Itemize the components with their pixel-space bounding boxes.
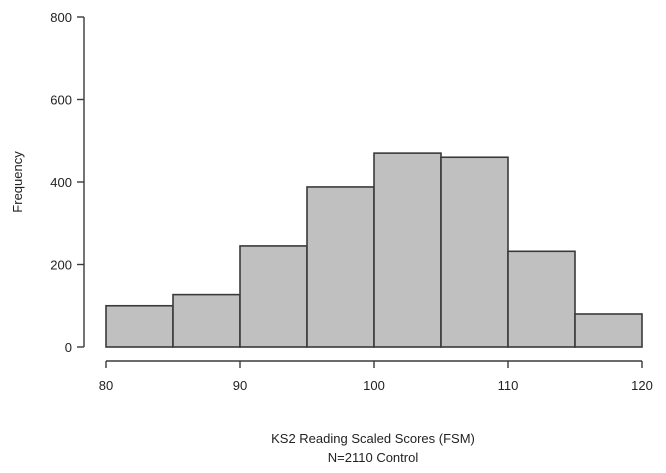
bar-105-110	[440, 156, 509, 348]
bar-115-120	[574, 313, 643, 348]
bar-90-95	[239, 245, 308, 348]
y-tick-label-400: 400	[50, 175, 72, 190]
x-tick-label-110: 110	[498, 378, 519, 393]
y-tick-label-200: 200	[50, 258, 72, 273]
y-tick-label-600: 600	[50, 93, 72, 108]
y-axis: 0 200 400 600 800	[50, 10, 85, 355]
bar-85-90	[172, 293, 241, 348]
bars-group	[105, 152, 643, 348]
bar-110-115	[507, 250, 576, 348]
y-axis-title: Frequency	[10, 151, 25, 213]
x-tick-label-90: 90	[233, 378, 247, 393]
x-tick-label-80: 80	[99, 378, 113, 393]
y-tick-label-800: 800	[50, 10, 72, 25]
x-axis-title: KS2 Reading Scaled Scores (FSM)	[271, 431, 475, 446]
y-tick-label-0: 0	[65, 340, 72, 355]
x-tick-label-120: 120	[631, 378, 653, 393]
x-tick-label-100: 100	[363, 378, 385, 393]
x-axis: 80 90 100 110 120	[99, 360, 653, 393]
bar-100-105	[373, 152, 442, 348]
bar-80-85	[105, 304, 174, 348]
x-axis-subtitle: N=2110 Control	[328, 450, 419, 465]
bar-95-100	[306, 186, 375, 348]
